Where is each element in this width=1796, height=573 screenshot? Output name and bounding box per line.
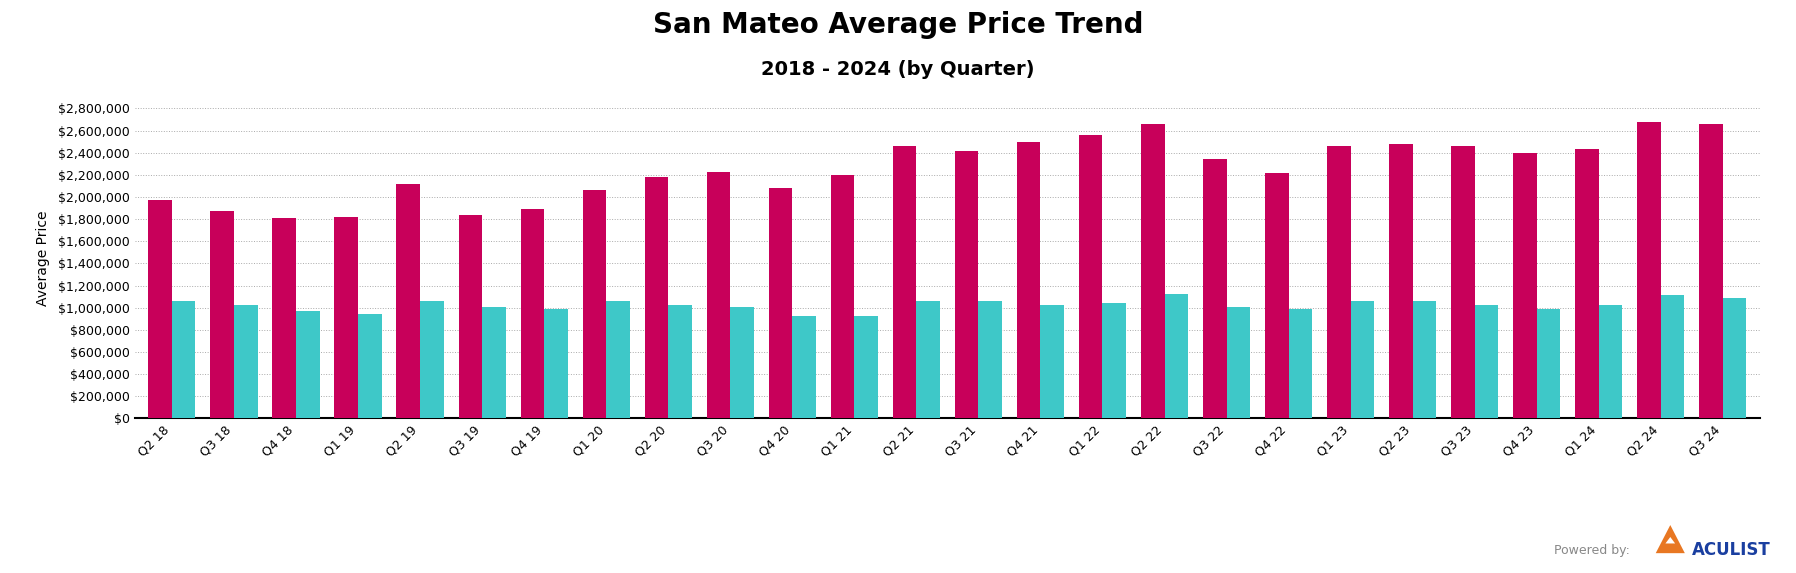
Bar [706,171,731,418]
Bar [1575,150,1598,418]
Bar [397,184,420,418]
Bar [1699,124,1722,418]
Bar [1661,296,1685,418]
Bar [296,311,320,418]
Bar [832,175,855,418]
Polygon shape [1656,525,1685,553]
Bar [1288,309,1313,418]
Bar [481,307,506,418]
Bar [855,316,878,418]
Bar [521,209,544,418]
Bar [1475,305,1498,418]
Text: San Mateo Average Price Trend: San Mateo Average Price Trend [652,11,1144,40]
Bar [1514,153,1537,418]
Bar [420,301,444,418]
Bar [769,188,792,418]
Bar [979,301,1002,418]
Bar [172,301,196,418]
Bar [1103,303,1126,418]
Polygon shape [1665,537,1676,543]
Bar [1388,144,1413,418]
Bar [1327,146,1351,418]
Bar [458,215,481,418]
Bar [645,177,668,418]
Bar [1451,146,1475,418]
Bar [334,217,357,418]
Bar [273,218,296,418]
Bar [1140,124,1164,418]
Bar [1722,298,1746,418]
Text: Powered by:: Powered by: [1554,544,1629,556]
Bar [1017,142,1040,418]
Bar [1040,305,1063,418]
Bar [1264,172,1288,418]
Bar [1638,121,1661,418]
Bar [1227,307,1250,418]
Bar [607,301,630,418]
Bar [582,190,607,418]
Bar [1537,309,1561,418]
Bar [668,305,691,418]
Bar [792,316,815,418]
Text: ACULIST: ACULIST [1692,541,1771,559]
Y-axis label: Average Price: Average Price [36,210,50,305]
Bar [233,305,257,418]
Bar [1413,301,1437,418]
Bar [149,201,172,418]
Bar [357,314,381,418]
Bar [731,307,754,418]
Bar [955,151,979,418]
Bar [893,146,916,418]
Bar [1351,301,1374,418]
Bar [916,301,939,418]
Bar [544,309,568,418]
Bar [1598,305,1622,418]
Bar [1164,295,1189,418]
Bar [1079,135,1103,418]
Bar [210,211,233,418]
Bar [1203,159,1227,418]
Text: 2018 - 2024 (by Quarter): 2018 - 2024 (by Quarter) [762,60,1034,79]
